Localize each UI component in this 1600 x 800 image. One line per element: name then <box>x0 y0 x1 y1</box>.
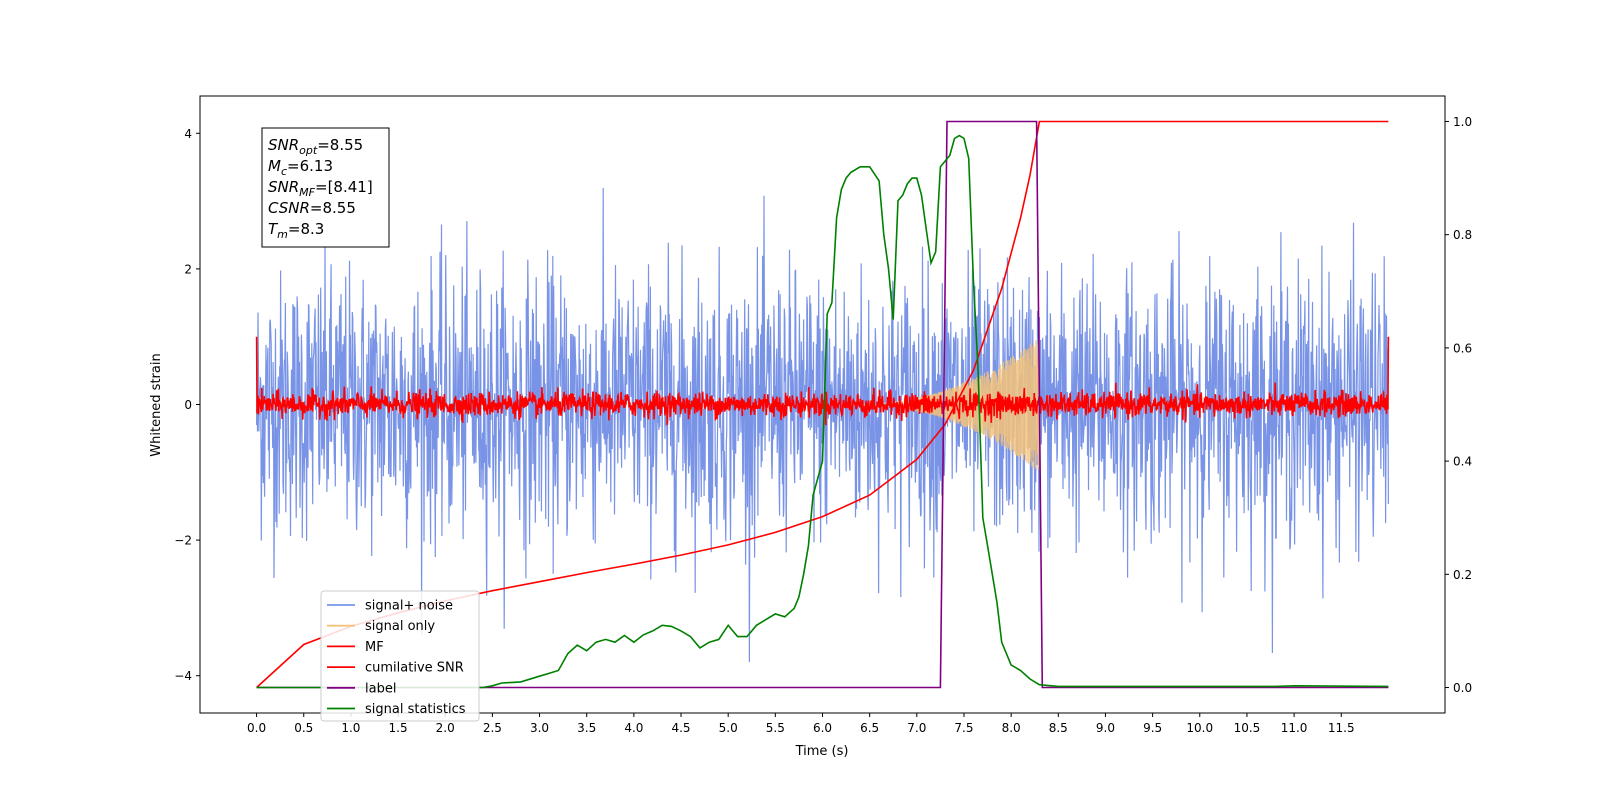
y-tick-label: −4 <box>174 669 192 683</box>
annotation-line: Tm=8.3 <box>268 220 324 241</box>
y2-tick-label: 0.6 <box>1453 341 1472 355</box>
x-tick-label: 2.5 <box>483 721 502 735</box>
x-tick-label: 5.5 <box>766 721 785 735</box>
x-tick-label: 11.5 <box>1328 721 1355 735</box>
x-tick-label: 3.0 <box>530 721 549 735</box>
x-tick-label: 10.0 <box>1186 721 1213 735</box>
series-mf <box>255 336 1390 426</box>
legend-frame <box>320 590 480 722</box>
x-tick-label: 0.0 <box>247 721 266 735</box>
annotation-frame <box>261 127 390 248</box>
y-tick-label: 2 <box>184 262 192 276</box>
legend-item-label: signal statistics <box>365 702 466 717</box>
y-tick-label: 4 <box>184 127 192 141</box>
legend-item-label: MF <box>365 640 384 655</box>
x-tick-label: 6.0 <box>813 721 832 735</box>
series-signal-statistics <box>256 134 1389 689</box>
annotation-line: SNRopt=8.55 <box>268 136 363 157</box>
x-tick-label: 7.0 <box>907 721 926 735</box>
annotation-line: CSNR=8.55 <box>268 199 356 217</box>
series-layer <box>255 120 1390 689</box>
x-tick-label: 8.0 <box>1002 721 1021 735</box>
y2-tick-label: 0.4 <box>1453 455 1472 469</box>
x-tick-label: 1.0 <box>341 721 360 735</box>
x-tick-label: 7.5 <box>954 721 973 735</box>
y2-axis-ticks: 1.0 0.8 0.6 0.4 0.2 0.0 <box>1445 115 1472 695</box>
y-tick-label: −2 <box>174 534 192 548</box>
y-axis-label: Whitened strain <box>149 353 164 456</box>
y2-tick-label: 0.0 <box>1453 681 1472 695</box>
x-tick-label: 4.0 <box>624 721 643 735</box>
x-axis-ticks: 0.0 0.5 1.0 1.5 2.0 2.5 3.0 3.5 4.0 4.5 5.0 5.5 6.0 6… <box>247 713 1355 735</box>
legend-item-label: label <box>365 681 396 696</box>
legend-item-label: signal+ noise <box>365 599 453 614</box>
annotation-line: Mc=6.13 <box>268 157 333 178</box>
x-tick-label: 5.0 <box>719 721 738 735</box>
legend: signal+ noise signal only MF cumilative SNR… <box>320 590 480 722</box>
x-tick-label: 4.5 <box>671 721 690 735</box>
x-tick-label: 2.0 <box>436 721 455 735</box>
x-tick-label: 8.5 <box>1049 721 1068 735</box>
y2-tick-label: 0.2 <box>1453 568 1472 582</box>
y2-tick-label: 0.8 <box>1453 228 1472 242</box>
x-tick-label: 1.5 <box>389 721 408 735</box>
x-tick-label: 0.5 <box>294 721 313 735</box>
x-tick-label: 10.5 <box>1234 721 1261 735</box>
y2-tick-label: 1.0 <box>1453 115 1472 129</box>
series-label <box>256 120 1389 689</box>
x-axis-label: Time (s) <box>795 744 849 759</box>
annotation-line: SNRMF=[8.41] <box>268 178 373 199</box>
x-tick-label: 3.5 <box>577 721 596 735</box>
y-axis-ticks: 4 2 0 −2 −4 <box>174 127 200 683</box>
y-tick-label: 0 <box>184 398 192 412</box>
x-tick-label: 6.5 <box>860 721 879 735</box>
legend-item-label: cumilative SNR <box>365 661 464 676</box>
x-tick-label: 11.0 <box>1281 721 1308 735</box>
x-tick-label: 9.5 <box>1143 721 1162 735</box>
legend-item-label: signal only <box>365 619 435 634</box>
x-tick-label: 9.0 <box>1096 721 1115 735</box>
